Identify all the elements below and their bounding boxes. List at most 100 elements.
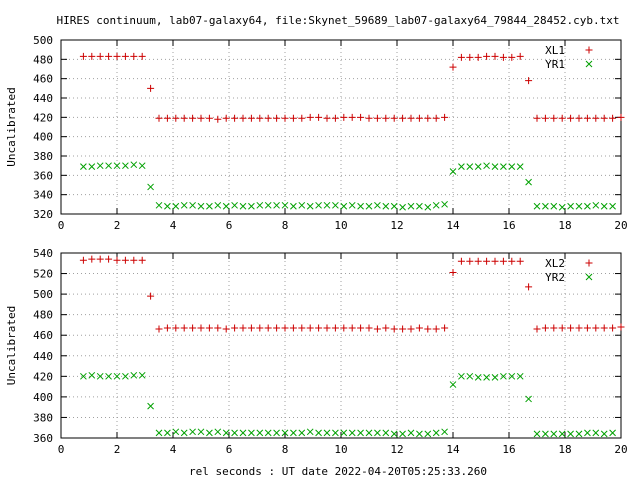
data-point (155, 429, 163, 437)
data-point (600, 202, 608, 210)
data-point (256, 114, 264, 122)
data-point (600, 324, 608, 332)
data-point (348, 201, 356, 209)
y-tick-label: 480 (33, 309, 53, 322)
data-point (567, 324, 575, 332)
data-point (525, 77, 533, 85)
data-point (130, 52, 138, 60)
data-point (390, 202, 398, 210)
data-point (357, 429, 364, 437)
data-point (323, 114, 331, 122)
data-point (147, 183, 154, 191)
y-tick-label: 400 (33, 391, 53, 404)
data-point (416, 202, 423, 210)
data-point (248, 202, 255, 210)
data-point (415, 114, 423, 122)
data-point (273, 429, 280, 437)
data-point (365, 202, 373, 210)
data-point (105, 162, 112, 170)
data-point (147, 292, 155, 300)
data-point (357, 113, 365, 121)
data-point (306, 428, 314, 436)
data-point (424, 203, 432, 211)
data-point (567, 202, 574, 210)
data-point (231, 324, 239, 332)
data-point (264, 114, 272, 122)
x-tick-label: 0 (58, 219, 65, 232)
data-point (239, 324, 247, 332)
data-point (508, 163, 516, 170)
y-tick-label: 320 (33, 208, 53, 221)
data-point (315, 113, 323, 121)
data-point (516, 257, 524, 265)
data-point (172, 202, 180, 210)
x-tick-label: 16 (502, 219, 515, 232)
data-point (357, 202, 364, 210)
data-point (382, 202, 390, 210)
data-point (289, 114, 297, 122)
data-point (298, 429, 306, 437)
y-tick-label: 520 (33, 268, 53, 281)
data-point (575, 324, 583, 332)
data-point (365, 429, 373, 437)
data-point (264, 201, 272, 209)
data-point (390, 430, 398, 438)
data-point (298, 324, 306, 332)
data-point (138, 371, 146, 379)
data-point (550, 430, 558, 438)
data-point (525, 283, 533, 291)
data-point (281, 201, 289, 209)
data-point (449, 269, 457, 277)
data-point (441, 324, 449, 332)
data-point (281, 114, 289, 122)
data-point (575, 430, 583, 438)
data-point (88, 52, 96, 60)
data-point (441, 428, 448, 436)
data-point (290, 429, 297, 437)
legend-label: YR1 (545, 58, 565, 71)
data-point (541, 324, 549, 332)
data-point (340, 324, 348, 332)
data-point (172, 428, 180, 436)
data-point (197, 202, 205, 210)
data-point (180, 324, 188, 332)
data-point (172, 114, 180, 122)
x-tick-label: 6 (226, 443, 233, 456)
data-point (525, 395, 532, 403)
data-point (516, 163, 524, 170)
data-point (499, 257, 507, 265)
y-tick-label: 360 (33, 432, 53, 445)
data-point (189, 114, 197, 122)
series-xl1 (79, 52, 625, 123)
series-xl2 (79, 255, 625, 333)
data-point (558, 203, 566, 211)
data-point (474, 257, 482, 265)
data-point (163, 324, 171, 332)
data-point (222, 325, 230, 333)
legend-marker (585, 273, 593, 281)
data-point (222, 429, 230, 437)
data-point (407, 202, 415, 210)
data-point (281, 429, 289, 437)
data-point (164, 429, 171, 437)
data-point (357, 324, 365, 332)
data-point (164, 202, 171, 210)
data-point (239, 202, 247, 210)
data-point (374, 201, 381, 209)
data-point (298, 114, 306, 122)
data-point (189, 201, 196, 209)
x-tick-label: 8 (282, 219, 289, 232)
data-point (214, 324, 222, 332)
data-point (80, 372, 87, 380)
data-point (340, 202, 348, 210)
data-point (483, 162, 490, 170)
data-point (365, 114, 373, 122)
data-point (306, 324, 314, 332)
data-point (197, 324, 205, 332)
legend-marker (585, 259, 593, 267)
data-point (474, 53, 482, 61)
data-point (113, 52, 121, 60)
data-point (214, 201, 222, 209)
data-point (382, 114, 390, 122)
